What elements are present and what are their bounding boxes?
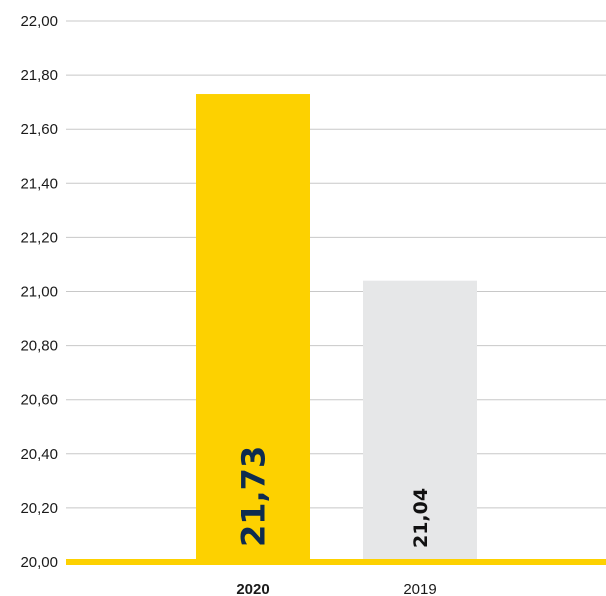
y-tick-label: 20,80	[20, 338, 58, 355]
y-tick-label: 21,80	[20, 67, 58, 84]
y-tick-label: 21,60	[20, 121, 58, 138]
x-axis-baseline	[66, 559, 606, 565]
x-category-label: 2019	[403, 581, 436, 596]
bar-2020	[196, 94, 310, 562]
y-axis-tick-labels: 20,00 20,20 20,40 20,60 20,80 21,00 21,20 21,40…	[20, 13, 58, 571]
y-tick-label: 21,40	[20, 175, 58, 192]
bar-value-labels: 21,73 21,04	[235, 446, 432, 548]
x-axis-category-labels: 2020 2019	[236, 581, 436, 596]
y-tick-label: 21,20	[20, 229, 58, 246]
baseline	[66, 559, 606, 565]
y-tick-label: 20,00	[20, 554, 58, 571]
bar-value-label: 21,73	[235, 446, 273, 547]
x-category-label: 2020	[236, 581, 269, 596]
y-tick-label: 22,00	[20, 13, 58, 30]
bar-value-label: 21,04	[410, 488, 432, 548]
y-tick-label: 20,20	[20, 500, 58, 517]
gridlines	[66, 20, 606, 509]
y-tick-label: 21,00	[20, 284, 58, 301]
y-tick-label: 20,60	[20, 392, 58, 409]
y-tick-label: 20,40	[20, 446, 58, 463]
bars	[196, 94, 477, 562]
bar-2019	[363, 280, 477, 562]
